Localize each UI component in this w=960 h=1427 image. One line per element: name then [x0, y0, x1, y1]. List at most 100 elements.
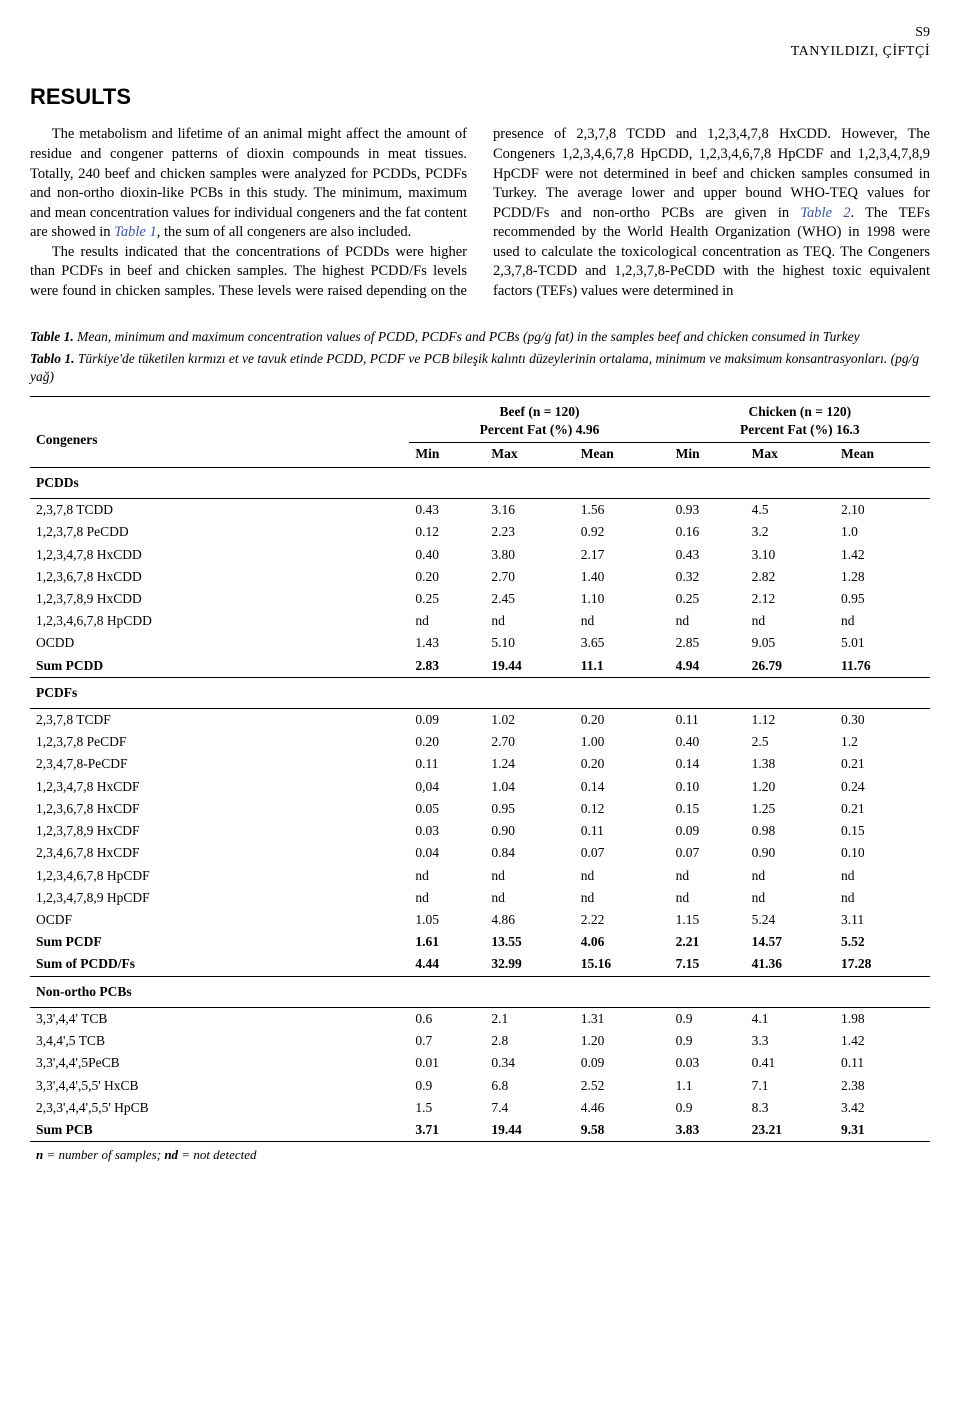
cell-value: 0.41 [746, 1052, 835, 1074]
cell-value: 0.21 [835, 798, 930, 820]
cell-value: 4.86 [485, 909, 574, 931]
cell-value: 2.21 [670, 931, 746, 953]
section-heading: Non-ortho PCBs [30, 976, 930, 1007]
congener-name: 1,2,3,4,7,8,9 HpCDF [30, 887, 409, 909]
cell-value: 2.8 [485, 1030, 574, 1052]
cell-value: 0.9 [670, 1030, 746, 1052]
cell-value: 0.84 [485, 842, 574, 864]
cell-value: 17.28 [835, 953, 930, 976]
cell-value: 2.38 [835, 1075, 930, 1097]
congener-name: 1,2,3,4,7,8 HxCDD [30, 544, 409, 566]
section-heading: PCDDs [30, 467, 930, 498]
cell-value: 1.2 [835, 731, 930, 753]
cell-value: 0.98 [746, 820, 835, 842]
cell-value: 0.90 [746, 842, 835, 864]
cell-value: 0.20 [575, 709, 670, 732]
cell-value: 0.20 [409, 731, 485, 753]
cell-value: 0.34 [485, 1052, 574, 1074]
cell-value: 0.12 [575, 798, 670, 820]
cell-value: nd [575, 610, 670, 632]
cell-value: nd [575, 865, 670, 887]
congener-name: Sum PCDD [30, 655, 409, 678]
cell-value: 9.05 [746, 632, 835, 654]
cell-value: 13.55 [485, 931, 574, 953]
cell-value: 0.11 [409, 753, 485, 775]
cell-value: 1.42 [835, 1030, 930, 1052]
cell-value: 2.70 [485, 731, 574, 753]
cell-value: 4.1 [746, 1007, 835, 1030]
table-footnote: n = number of samples; nd = not detected [30, 1142, 930, 1166]
cell-value: 3.71 [409, 1119, 485, 1142]
cell-value: 0.95 [835, 588, 930, 610]
cell-value: nd [409, 887, 485, 909]
cell-value: nd [409, 865, 485, 887]
running-head: S9 TANYILDIZI, ÇİFTÇİ [30, 24, 930, 62]
cell-value: 0.11 [575, 820, 670, 842]
congener-name: 3,3',4,4' TCB [30, 1007, 409, 1030]
table-1: Table 1. Mean, minimum and maximum conce… [30, 328, 930, 1166]
cell-value: nd [746, 610, 835, 632]
cell-value: nd [835, 887, 930, 909]
cell-value: 0.10 [670, 776, 746, 798]
cell-value: 1.40 [575, 566, 670, 588]
cell-value: 5.10 [485, 632, 574, 654]
column-header: Max [746, 442, 835, 467]
congener-name: 1,2,3,7,8,9 HxCDF [30, 820, 409, 842]
body-text: The metabolism and lifetime of an animal… [30, 125, 930, 301]
caption-tr-label: Tablo 1. [30, 351, 75, 366]
cell-value: 0.16 [670, 521, 746, 543]
congener-name: 2,3,7,8 TCDD [30, 499, 409, 522]
cell-value: 2.1 [485, 1007, 574, 1030]
cell-value: 0.95 [485, 798, 574, 820]
cell-value: nd [746, 887, 835, 909]
cell-value: 0.93 [670, 499, 746, 522]
cell-value: 11.76 [835, 655, 930, 678]
cell-value: 0.40 [409, 544, 485, 566]
cell-value: 0.21 [835, 753, 930, 775]
cell-value: 1.10 [575, 588, 670, 610]
cell-value: nd [485, 610, 574, 632]
cell-value: nd [575, 887, 670, 909]
cell-value: 0.25 [670, 588, 746, 610]
congener-name: 2,3,4,7,8-PeCDF [30, 753, 409, 775]
cell-value: 0.01 [409, 1052, 485, 1074]
cell-value: 4.46 [575, 1097, 670, 1119]
congener-name: 3,3',4,4',5,5' HxCB [30, 1075, 409, 1097]
cell-value: 2.5 [746, 731, 835, 753]
cell-value: 0.9 [670, 1007, 746, 1030]
cell-value: 4.06 [575, 931, 670, 953]
cell-value: 3.10 [746, 544, 835, 566]
cell-value: 11.1 [575, 655, 670, 678]
cell-value: 8.3 [746, 1097, 835, 1119]
congener-name: 3,4,4',5 TCB [30, 1030, 409, 1052]
congener-name: 3,3',4,4',5PeCB [30, 1052, 409, 1074]
cell-value: 0.7 [409, 1030, 485, 1052]
cell-value: 1.00 [575, 731, 670, 753]
congener-name: 1,2,3,7,8,9 HxCDD [30, 588, 409, 610]
table-caption-tr: Tablo 1. Türkiye'de tüketilen kırmızı et… [30, 350, 930, 386]
cell-value: 1.0 [835, 521, 930, 543]
cell-value: 0.24 [835, 776, 930, 798]
cell-value: 1.43 [409, 632, 485, 654]
concentration-table: Congeners Beef (n = 120)Percent Fat (%) … [30, 396, 930, 1166]
cell-value: 0.32 [670, 566, 746, 588]
cell-value: 0.43 [409, 499, 485, 522]
congener-name: OCDF [30, 909, 409, 931]
body-paragraph: The metabolism and lifetime of an animal… [30, 125, 467, 242]
congener-name: 1,2,3,4,6,7,8 HpCDD [30, 610, 409, 632]
cell-value: 23.21 [746, 1119, 835, 1142]
cell-value: 2.70 [485, 566, 574, 588]
congener-name: 1,2,3,6,7,8 HxCDF [30, 798, 409, 820]
cell-value: 0.30 [835, 709, 930, 732]
cell-value: 7.1 [746, 1075, 835, 1097]
section-heading: PCDFs [30, 677, 930, 708]
column-header: Mean [835, 442, 930, 467]
cell-value: 0.43 [670, 544, 746, 566]
cell-value: 1.61 [409, 931, 485, 953]
cell-value: 1.24 [485, 753, 574, 775]
cell-value: 0.11 [670, 709, 746, 732]
congener-name: 1,2,3,7,8 PeCDF [30, 731, 409, 753]
cell-value: 2.22 [575, 909, 670, 931]
caption-tr-text: Türkiye'de tüketilen kırmızı et ve tavuk… [30, 351, 919, 384]
cell-value: 0.14 [670, 753, 746, 775]
